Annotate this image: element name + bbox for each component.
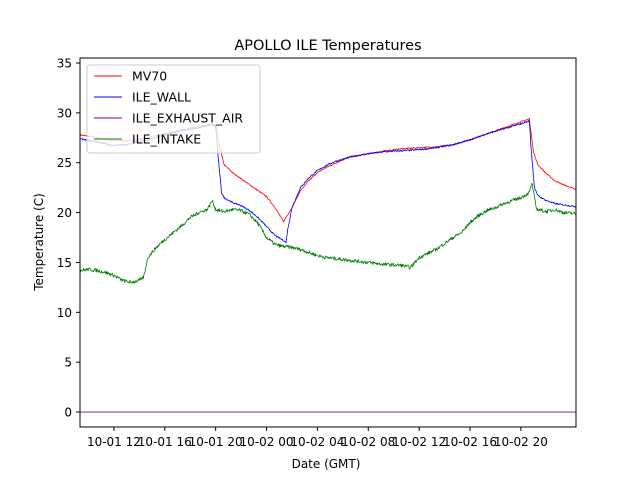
y-tick-label: 0 — [64, 406, 72, 420]
legend-label-ile-wall: ILE_WALL — [132, 90, 191, 105]
y-axis-label: Temperature (C) — [32, 193, 46, 292]
x-tick-label: 10-02 00 — [240, 435, 294, 449]
x-tick-label: 10-01 20 — [189, 435, 243, 449]
legend-label-mv70: MV70 — [132, 69, 167, 84]
y-tick-label: 25 — [57, 156, 72, 170]
x-tick-label: 10-02 08 — [341, 435, 395, 449]
x-tick-label: 10-02 12 — [392, 435, 446, 449]
y-tick-label: 15 — [57, 256, 72, 270]
legend-box — [86, 64, 261, 154]
legend-label-ile-exhaust-air: ILE_EXHAUST_AIR — [132, 111, 243, 126]
legend-label-ile-intake: ILE_INTAKE — [132, 132, 201, 147]
y-tick-label: 10 — [57, 306, 72, 320]
y-tick-label: 5 — [64, 356, 72, 370]
x-tick-label: 10-01 16 — [138, 435, 192, 449]
x-tick-label: 10-02 16 — [443, 435, 497, 449]
chart-title: APOLLO ILE Temperatures — [234, 38, 421, 54]
y-axis: 0 5 10 15 20 25 30 35 — [57, 56, 80, 420]
legend: MV70 ILE_WALL ILE_EXHAUST_AIR ILE_INTAKE — [86, 64, 261, 154]
x-tick-label: 10-02 04 — [290, 435, 344, 449]
x-tick-label: 10-01 12 — [87, 435, 141, 449]
x-axis-label: Date (GMT) — [292, 457, 361, 471]
series-line-ile-intake — [79, 183, 577, 284]
x-tick-label: 10-02 20 — [494, 435, 548, 449]
y-tick-label: 30 — [57, 106, 72, 120]
y-tick-label: 35 — [57, 56, 72, 70]
plot-frame — [79, 57, 577, 428]
y-tick-label: 20 — [57, 206, 72, 220]
